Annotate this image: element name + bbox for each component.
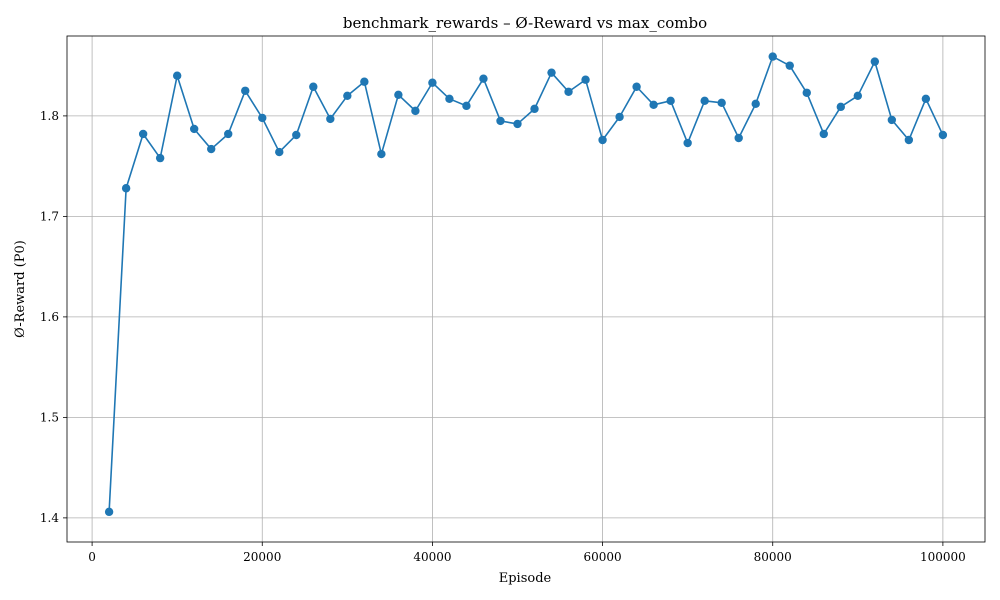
data-point	[768, 52, 777, 61]
data-point	[241, 86, 250, 95]
data-point	[258, 113, 267, 123]
y-tick-label: 1.6	[40, 310, 59, 324]
data-point	[785, 61, 794, 70]
y-tick-label: 1.5	[40, 410, 59, 424]
data-point	[462, 101, 471, 111]
data-point	[870, 57, 880, 66]
data-point	[734, 133, 743, 143]
x-tick-label: 40000	[413, 550, 451, 564]
data-point	[581, 75, 590, 84]
data-point	[598, 135, 607, 145]
data-point	[666, 96, 675, 106]
x-tick-label: 60000	[583, 550, 621, 564]
data-point	[138, 129, 148, 139]
x-tick-label: 80000	[754, 550, 792, 564]
data-point	[683, 138, 692, 148]
chart-title: benchmark_rewards – Ø-Reward vs max_comb…	[343, 14, 707, 32]
data-point	[496, 116, 505, 126]
grid	[67, 36, 985, 542]
y-tick-label: 1.8	[40, 109, 59, 123]
data-point	[292, 130, 301, 140]
plot-area-frame	[66, 35, 986, 543]
y-tick-label: 1.7	[40, 209, 59, 223]
data-point	[921, 94, 931, 104]
data-point	[717, 98, 726, 108]
data-point	[207, 144, 216, 154]
data-point	[700, 96, 709, 106]
data-point	[649, 100, 658, 110]
data-point	[887, 115, 897, 125]
data-point	[530, 104, 539, 114]
data-point	[802, 88, 811, 97]
data-point	[394, 90, 403, 99]
data-point	[564, 87, 573, 96]
data-point	[275, 147, 284, 157]
series-line	[108, 55, 944, 512]
x-axis-label: Episode	[499, 571, 552, 586]
data-point	[411, 106, 420, 116]
data-point	[904, 135, 914, 145]
data-point	[377, 149, 386, 159]
data-point	[853, 91, 863, 101]
data-points	[104, 52, 948, 517]
x-tick-label: 0	[88, 550, 96, 564]
data-point	[836, 102, 845, 112]
data-point	[615, 112, 624, 122]
data-point	[428, 78, 437, 87]
data-point	[121, 184, 131, 193]
y-axis-label: Ø-Reward (P0)	[13, 240, 28, 338]
data-point	[360, 77, 369, 86]
data-point	[479, 74, 488, 83]
data-point	[104, 507, 114, 517]
data-point	[938, 130, 948, 140]
y-tick-label: 1.4	[40, 511, 59, 525]
series-line-layer	[108, 55, 944, 512]
data-point	[224, 129, 233, 139]
x-axis: 0 20000 40000 60000 80000 100000	[88, 542, 966, 564]
data-point	[155, 153, 165, 163]
x-tick-label: 20000	[243, 550, 281, 564]
data-point	[343, 91, 352, 101]
data-point	[445, 94, 454, 104]
y-axis: 1.4 1.5 1.6 1.7 1.8	[40, 109, 67, 525]
data-point	[326, 114, 335, 124]
data-point	[309, 82, 318, 91]
data-point	[819, 129, 828, 139]
data-point	[632, 82, 641, 91]
x-tick-label: 100000	[920, 550, 966, 564]
data-point	[751, 99, 760, 109]
data-point	[547, 68, 556, 77]
data-point	[513, 119, 522, 129]
data-point	[172, 71, 182, 80]
data-point	[189, 124, 199, 134]
